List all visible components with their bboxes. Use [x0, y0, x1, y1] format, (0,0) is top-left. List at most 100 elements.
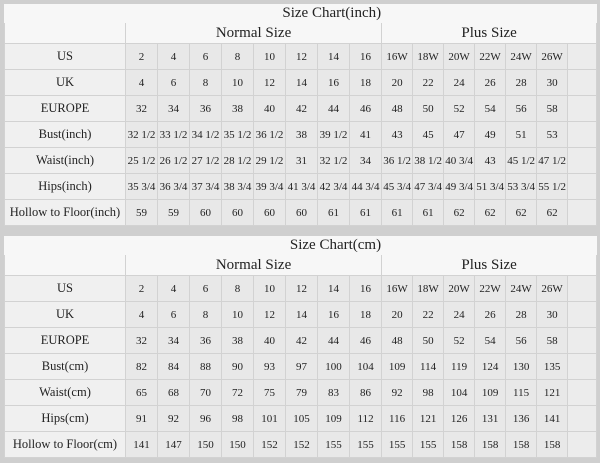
table-row: UK 4 6 8 10 12 14 16 18 20 22 24 26 28 30 — [4, 301, 598, 328]
plus-size-cell: 50 — [412, 95, 445, 122]
plus-size-cell: 49 3/4 — [443, 173, 476, 200]
empty-cell — [567, 69, 598, 96]
plus-size-cell: 124 — [474, 353, 507, 380]
normal-size-cell: 36 3/4 — [157, 173, 190, 200]
normal-size-cell: 92 — [157, 405, 190, 432]
normal-size-cell: 34 — [157, 95, 190, 122]
plus-size-cell: 24 — [443, 301, 476, 328]
plus-size-cell: 47 1/2 — [536, 147, 569, 174]
plus-size-cell: 47 — [443, 121, 476, 148]
normal-size-cell: 8 — [221, 275, 254, 302]
plus-size-cell: 45 — [412, 121, 445, 148]
normal-size-cell: 42 — [285, 95, 318, 122]
size-chart-inch: Size Chart(inch) Normal Size Plus Size US 2 4… — [4, 4, 598, 226]
normal-size-header: Normal Size — [124, 254, 383, 276]
normal-size-cell: 93 — [253, 353, 286, 380]
plus-size-cell: 135 — [536, 353, 569, 380]
plus-size-cell: 48 — [381, 95, 414, 122]
plus-size-cell: 30 — [536, 301, 569, 328]
normal-size-cell: 35 1/2 — [221, 121, 254, 148]
table-row: EUROPE 32 34 36 38 40 42 44 46 48 50 52 54 56 58 — [4, 327, 598, 354]
normal-size-cell: 36 — [189, 327, 222, 354]
normal-size-cell: 42 3/4 — [317, 173, 350, 200]
plus-size-cell: 36 1/2 — [381, 147, 414, 174]
plus-size-cell: 92 — [381, 379, 414, 406]
plus-size-cell: 40 3/4 — [443, 147, 476, 174]
plus-size-cell: 58 — [536, 95, 569, 122]
plus-size-cell: 121 — [412, 405, 445, 432]
normal-size-cell: 109 — [317, 405, 350, 432]
plus-size-cell: 16W — [381, 275, 414, 302]
plus-size-cell: 52 — [443, 95, 476, 122]
normal-size-cell: 39 3/4 — [253, 173, 286, 200]
table-row: Hollow to Floor(cm) 141 147 150 150 152 152 155… — [4, 431, 598, 458]
normal-size-cell: 42 — [285, 327, 318, 354]
plus-size-cell: 98 — [412, 379, 445, 406]
normal-size-cell: 6 — [189, 43, 222, 70]
plus-size-cell: 18W — [412, 43, 445, 70]
normal-size-cell: 27 1/2 — [189, 147, 222, 174]
normal-size-cell: 112 — [348, 405, 383, 432]
normal-size-cell: 10 — [221, 301, 254, 328]
plus-size-cell: 45 3/4 — [381, 173, 414, 200]
normal-size-cell: 12 — [253, 301, 286, 328]
plus-size-cell: 28 — [505, 69, 538, 96]
normal-size-cell: 8 — [189, 69, 222, 96]
normal-size-cell: 25 1/2 — [125, 147, 158, 174]
plus-size-cell: 20 — [381, 69, 414, 96]
plus-size-cell: 61 — [381, 199, 414, 226]
normal-size-cell: 10 — [253, 275, 286, 302]
normal-size-cell: 61 — [348, 199, 383, 226]
row-label: Waist(cm) — [4, 379, 126, 406]
normal-size-cell: 101 — [253, 405, 286, 432]
empty-cell — [567, 431, 598, 458]
plus-size-cell: 50 — [412, 327, 445, 354]
normal-size-cell: 16 — [317, 301, 350, 328]
normal-size-cell: 90 — [221, 353, 254, 380]
normal-size-cell: 12 — [285, 43, 318, 70]
normal-size-cell: 12 — [285, 275, 318, 302]
normal-size-cell: 8 — [221, 43, 254, 70]
normal-size-cell: 38 — [221, 327, 254, 354]
plus-size-cell: 51 3/4 — [474, 173, 507, 200]
empty-cell — [567, 43, 598, 70]
plus-size-cell: 119 — [443, 353, 476, 380]
normal-size-header: Normal Size — [124, 22, 383, 44]
empty-cell — [567, 379, 598, 406]
row-label: Hollow to Floor(cm) — [4, 431, 126, 458]
row-label: EUROPE — [4, 95, 126, 122]
normal-size-cell: 152 — [285, 431, 318, 458]
normal-size-cell: 32 — [125, 95, 158, 122]
plus-size-cell: 16W — [381, 43, 414, 70]
normal-size-cell: 10 — [221, 69, 254, 96]
normal-size-cell: 150 — [221, 431, 254, 458]
normal-size-cell: 79 — [285, 379, 318, 406]
normal-size-cell: 32 — [125, 327, 158, 354]
group-header-row: Normal Size Plus Size — [4, 22, 598, 44]
size-table: Size Chart(inch) Normal Size Plus Size US 2 4… — [4, 4, 598, 226]
normal-size-cell: 41 3/4 — [285, 173, 318, 200]
plus-size-cell: 62 — [443, 199, 476, 226]
normal-size-cell: 34 — [348, 147, 383, 174]
normal-size-cell: 34 1/2 — [189, 121, 222, 148]
plus-size-cell: 26 — [474, 301, 507, 328]
normal-size-cell: 6 — [189, 275, 222, 302]
normal-size-cell: 4 — [157, 43, 190, 70]
normal-size-cell: 2 — [125, 43, 158, 70]
empty-cell — [567, 301, 598, 328]
normal-size-cell: 104 — [348, 353, 383, 380]
plus-size-cell: 51 — [505, 121, 538, 148]
plus-size-cell: 54 — [474, 95, 507, 122]
plus-size-cell: 20 — [381, 301, 414, 328]
plus-size-cell: 141 — [536, 405, 569, 432]
empty-cell — [567, 121, 598, 148]
plus-size-cell: 136 — [505, 405, 538, 432]
plus-size-cell: 62 — [536, 199, 569, 226]
normal-size-cell: 97 — [285, 353, 318, 380]
normal-size-cell: 6 — [157, 301, 190, 328]
normal-size-cell: 41 — [348, 121, 383, 148]
plus-size-cell: 22 — [412, 69, 445, 96]
normal-size-cell: 70 — [189, 379, 222, 406]
normal-size-cell: 44 3/4 — [348, 173, 383, 200]
normal-size-cell: 60 — [189, 199, 222, 226]
